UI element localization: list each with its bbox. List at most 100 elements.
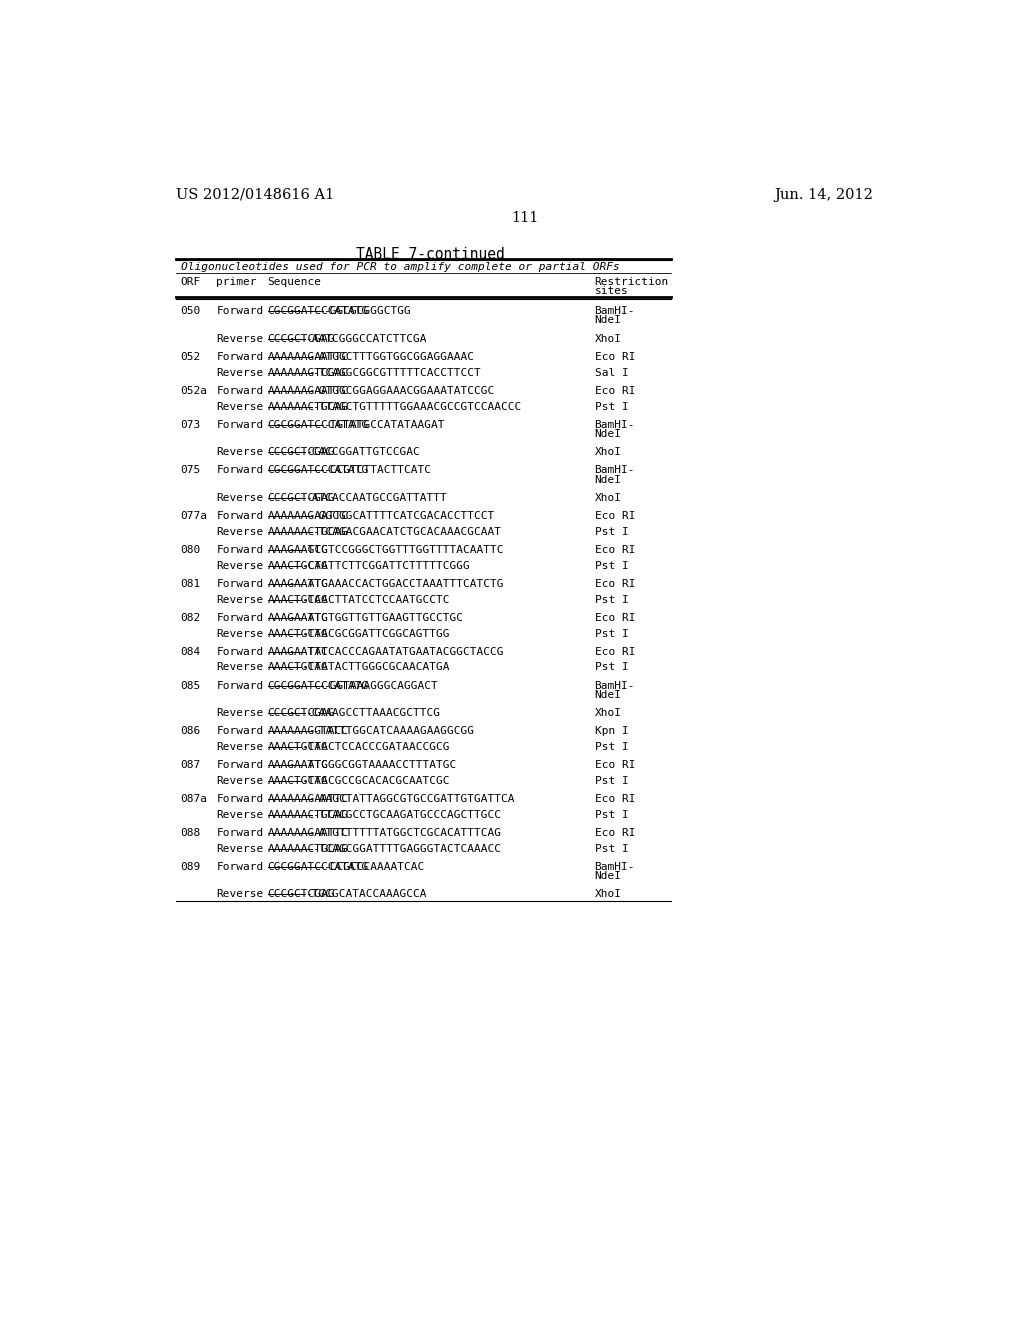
Text: Sal I: Sal I <box>595 368 629 378</box>
Text: sites: sites <box>595 286 629 296</box>
Text: -ATGGGCGGTAAAACCTTTATGC: -ATGGGCGGTAAAACCTTTATGC <box>301 760 457 770</box>
Text: Eco RI: Eco RI <box>595 612 635 623</box>
Text: AAAAAACTGCAG: AAAAAACTGCAG <box>267 843 348 854</box>
Text: Forward: Forward <box>216 795 263 804</box>
Text: Forward: Forward <box>216 760 263 770</box>
Text: Pst I: Pst I <box>595 810 629 820</box>
Text: Forward: Forward <box>216 545 263 554</box>
Text: -TTACGCGGATTCGGCAGTTGG: -TTACGCGGATTCGGCAGTTGG <box>301 628 450 639</box>
Text: 073: 073 <box>180 420 200 430</box>
Text: AAACTGCAG: AAACTGCAG <box>267 561 329 570</box>
Text: Forward: Forward <box>216 385 263 396</box>
Text: AAAAAAGAATTC: AAAAAAGAATTC <box>267 352 348 362</box>
Text: 081: 081 <box>180 579 200 589</box>
Text: -TCACTTATCCTCCAATGCCTC: -TCACTTATCCTCCAATGCCTC <box>301 595 450 605</box>
Text: 085: 085 <box>180 681 200 690</box>
Text: Pst I: Pst I <box>595 742 629 752</box>
Text: Jun. 14, 2012: Jun. 14, 2012 <box>775 187 873 202</box>
Text: Eco RI: Eco RI <box>595 545 635 554</box>
Text: Reverse: Reverse <box>216 708 263 718</box>
Text: -CCGCCCAAAATCAC: -CCGCCCAAAATCAC <box>324 862 425 871</box>
Text: Pst I: Pst I <box>595 527 629 537</box>
Text: -TTACGCCTGCAAGATGCCCAGCTTGCC: -TTACGCCTGCAAGATGCCCAGCTTGCC <box>312 810 501 820</box>
Text: -TATTTGGCATCAAAAGAAGGCGG: -TATTTGGCATCAAAAGAAGGCGG <box>312 726 474 737</box>
Text: Reverse: Reverse <box>216 334 263 345</box>
Text: Kpn I: Kpn I <box>595 726 629 737</box>
Text: -GGTAAAGGGCAGGACT: -GGTAAAGGGCAGGACT <box>324 681 438 690</box>
Text: -TGTATGCCATATAAGAT: -TGTATGCCATATAAGAT <box>324 420 444 430</box>
Text: BamHI-: BamHI- <box>595 466 635 475</box>
Text: -CTATTCTTCGGATTCTTTTTCGGG: -CTATTCTTCGGATTCTTTTTCGGG <box>301 561 470 570</box>
Text: AAAAAACTGCAG: AAAAAACTGCAG <box>267 401 348 412</box>
Text: Forward: Forward <box>216 306 263 317</box>
Text: AAAGAATTC: AAAGAATTC <box>267 647 329 656</box>
Text: -TATCACCCAGAATATGAATACGGCTACCG: -TATCACCCAGAATATGAATACGGCTACCG <box>301 647 504 656</box>
Text: -AAGCTATTAGGCGTGCCGATTGTGATTCA: -AAGCTATTAGGCGTGCCGATTGTGATTCA <box>312 795 515 804</box>
Text: 077a: 077a <box>180 511 207 521</box>
Text: -GGCGGCATTTTCATCGACACCTTCCT: -GGCGGCATTTTCATCGACACCTTCCT <box>312 511 495 521</box>
Text: primer: primer <box>216 277 257 286</box>
Text: ORF: ORF <box>180 277 200 286</box>
Text: AAAAAAGTCGAC: AAAAAAGTCGAC <box>267 368 348 378</box>
Text: Forward: Forward <box>216 579 263 589</box>
Text: Forward: Forward <box>216 647 263 656</box>
Text: Eco RI: Eco RI <box>595 579 635 589</box>
Text: AAAAAACTGCAG: AAAAAACTGCAG <box>267 810 348 820</box>
Text: AAAAAAGGTACC: AAAAAAGGTACC <box>267 726 348 737</box>
Text: Eco RI: Eco RI <box>595 828 635 838</box>
Text: Reverse: Reverse <box>216 447 263 457</box>
Text: -TGCGCATACCAAAGCCA: -TGCGCATACCAAAGCCA <box>305 890 426 899</box>
Text: NdeI: NdeI <box>595 475 622 484</box>
Text: Forward: Forward <box>216 511 263 521</box>
Text: Reverse: Reverse <box>216 494 263 503</box>
Text: -ATGAAACCACTGGACCTAAATTTCATCTG: -ATGAAACCACTGGACCTAAATTTCATCTG <box>301 579 504 589</box>
Text: -TCAGCGGATTTTGAGGGTACTCAAACC: -TCAGCGGATTTTGAGGGTACTCAAACC <box>312 843 501 854</box>
Text: -TTAGCTGTTTTTGGAAACGCCGTCCAACCC: -TTAGCTGTTTTTGGAAACGCCGTCCAACCC <box>312 401 521 412</box>
Text: AAACTGCAG: AAACTGCAG <box>267 742 329 752</box>
Text: Forward: Forward <box>216 612 263 623</box>
Text: 087a: 087a <box>180 795 207 804</box>
Text: BamHI-: BamHI- <box>595 862 635 871</box>
Text: AAAGAATTC: AAAGAATTC <box>267 545 329 554</box>
Text: 082: 082 <box>180 612 200 623</box>
Text: -CCGTCTTACTTCATC: -CCGTCTTACTTCATC <box>324 466 431 475</box>
Text: Forward: Forward <box>216 352 263 362</box>
Text: Pst I: Pst I <box>595 663 629 672</box>
Text: 052: 052 <box>180 352 200 362</box>
Text: CGCGGATCCCATATG: CGCGGATCCCATATG <box>267 420 369 430</box>
Text: Eco RI: Eco RI <box>595 385 635 396</box>
Text: Reverse: Reverse <box>216 561 263 570</box>
Text: AAAAAAGAATTC: AAAAAAGAATTC <box>267 828 348 838</box>
Text: 052a: 052a <box>180 385 207 396</box>
Text: -GTGGCGGAGGAAACGGAAATATCCGC: -GTGGCGGAGGAAACGGAAATATCCGC <box>312 385 495 396</box>
Text: XhoI: XhoI <box>595 890 622 899</box>
Text: AAAAAACTGCAG: AAAAAACTGCAG <box>267 527 348 537</box>
Text: Pst I: Pst I <box>595 401 629 412</box>
Text: -ATGTTTTTTATGGCTCGCACATTTCAG: -ATGTTTTTTATGGCTCGCACATTTCAG <box>312 828 501 838</box>
Text: AAACTGCAG: AAACTGCAG <box>267 663 329 672</box>
Text: 075: 075 <box>180 466 200 475</box>
Text: Pst I: Pst I <box>595 595 629 605</box>
Text: CCCGCTCGAG: CCCGCTCGAG <box>267 447 335 457</box>
Text: Pst I: Pst I <box>595 776 629 785</box>
Text: 084: 084 <box>180 647 200 656</box>
Text: 088: 088 <box>180 828 200 838</box>
Text: 087: 087 <box>180 760 200 770</box>
Text: AAACTGCAG: AAACTGCAG <box>267 628 329 639</box>
Text: AAACTGCAG: AAACTGCAG <box>267 776 329 785</box>
Text: Reverse: Reverse <box>216 843 263 854</box>
Text: Reverse: Reverse <box>216 401 263 412</box>
Text: -CAAAGCCTTAAACGCTTCG: -CAAAGCCTTAAACGCTTCG <box>305 708 439 718</box>
Text: CGCGGATCCCATATG: CGCGGATCCCATATG <box>267 862 369 871</box>
Text: BamHI-: BamHI- <box>595 420 635 430</box>
Text: NdeI: NdeI <box>595 690 622 700</box>
Text: AAAGAATTC: AAAGAATTC <box>267 612 329 623</box>
Text: CCCGCTCGAG: CCCGCTCGAG <box>267 890 335 899</box>
Text: US 2012/0148616 A1: US 2012/0148616 A1 <box>176 187 334 202</box>
Text: Forward: Forward <box>216 862 263 871</box>
Text: CGCGGATCCCATATG: CGCGGATCCCATATG <box>267 681 369 690</box>
Text: -CACCGGATTGTCCGAC: -CACCGGATTGTCCGAC <box>305 447 420 457</box>
Text: Eco RI: Eco RI <box>595 352 635 362</box>
Text: Reverse: Reverse <box>216 527 263 537</box>
Text: AAAGAATTC: AAAGAATTC <box>267 579 329 589</box>
